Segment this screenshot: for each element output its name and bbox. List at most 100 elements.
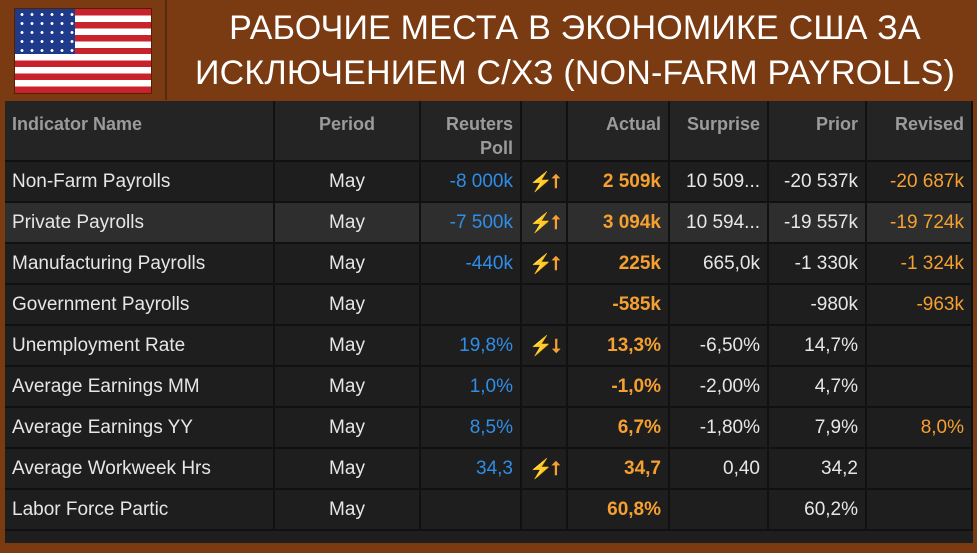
surprise-icon: ⚡⭡: [522, 162, 568, 203]
poll-header-line1: Reuters: [445, 114, 513, 134]
prior-cell: -19 557k: [769, 203, 867, 244]
revised-cell: -963k: [867, 285, 973, 326]
table-row[interactable]: Government Payrolls May -585k -980k -963k: [5, 285, 973, 326]
table-row[interactable]: Unemployment Rate May 19,8% ⚡⭣ 13,3% -6,50% 14…: [5, 326, 973, 367]
indicator-name: Manufacturing Payrolls: [5, 244, 275, 285]
poll-cell: 19,8%: [421, 326, 522, 367]
revised-cell: [867, 449, 973, 490]
prior-cell: 34,2: [769, 449, 867, 490]
table-row[interactable]: Average Workweek Hrs May 34,3 ⚡⭡ 34,7 0,40 34,…: [5, 449, 973, 490]
indicator-name: Average Workweek Hrs: [5, 449, 275, 490]
revised-cell: 8,0%: [867, 408, 973, 449]
col-surprise-header[interactable]: Surprise: [670, 101, 769, 162]
col-revised-header[interactable]: Revised: [867, 101, 973, 162]
page-title: РАБОЧИЕ МЕСТА В ЭКОНОМИКЕ США ЗА ИСКЛЮЧЕ…: [180, 6, 970, 96]
lightning-arrow-icon: ⚡⭡: [529, 171, 561, 193]
period-cell: May: [275, 244, 421, 285]
poll-cell: -8 000k: [421, 162, 522, 203]
prior-cell: -1 330k: [769, 244, 867, 285]
title-line-2: ИСКЛЮЧЕНИЕМ С/ХЗ (NON-FARM PAYROLLS): [194, 54, 956, 92]
table-row[interactable]: Average Earnings MM May 1,0% -1,0% -2,00% 4,7…: [5, 367, 973, 408]
actual-cell: -585k: [568, 285, 670, 326]
poll-cell: 1,0%: [421, 367, 522, 408]
poll-cell: [421, 285, 522, 326]
header-divider: [165, 0, 167, 100]
period-cell: May: [275, 367, 421, 408]
col-prior-header[interactable]: Prior: [769, 101, 867, 162]
surprise-cell: 0,40: [670, 449, 769, 490]
col-period-header[interactable]: Period: [275, 101, 421, 162]
surprise-cell: 10 509...: [670, 162, 769, 203]
col-poll-header[interactable]: Reuters Poll: [421, 101, 522, 162]
surprise-cell: -1,80%: [670, 408, 769, 449]
period-cell: May: [275, 203, 421, 244]
surprise-icon: ⚡⭡: [522, 449, 568, 490]
surprise-cell: 665,0k: [670, 244, 769, 285]
surprise-cell: -6,50%: [670, 326, 769, 367]
col-indicator-header[interactable]: Indicator Name: [5, 101, 275, 162]
flag-canton: [15, 9, 75, 54]
header: РАБОЧИЕ МЕСТА В ЭКОНОМИКЕ США ЗА ИСКЛЮЧЕ…: [0, 0, 977, 100]
indicator-name: Labor Force Partic: [5, 490, 275, 531]
indicator-name: Private Payrolls: [5, 203, 275, 244]
surprise-cell: [670, 490, 769, 531]
poll-cell: 8,5%: [421, 408, 522, 449]
actual-cell: 2 509k: [568, 162, 670, 203]
period-cell: May: [275, 285, 421, 326]
period-cell: May: [275, 408, 421, 449]
actual-cell: -1,0%: [568, 367, 670, 408]
prior-cell: -980k: [769, 285, 867, 326]
surprise-cell: -2,00%: [670, 367, 769, 408]
payrolls-table-panel: Indicator Name Period Reuters Poll Actual…: [5, 101, 973, 543]
poll-cell: 34,3: [421, 449, 522, 490]
surprise-icon: [522, 367, 568, 408]
revised-cell: -1 324k: [867, 244, 973, 285]
indicator-name: Non-Farm Payrolls: [5, 162, 275, 203]
surprise-icon: [522, 408, 568, 449]
prior-cell: 60,2%: [769, 490, 867, 531]
surprise-cell: [670, 285, 769, 326]
indicator-name: Average Earnings YY: [5, 408, 275, 449]
prior-cell: 14,7%: [769, 326, 867, 367]
table-header-row: Indicator Name Period Reuters Poll Actual…: [5, 101, 973, 162]
table-row[interactable]: Labor Force Partic May 60,8% 60,2%: [5, 490, 973, 531]
lightning-arrow-icon: ⚡⭣: [529, 335, 561, 357]
indicator-name: Unemployment Rate: [5, 326, 275, 367]
actual-cell: 34,7: [568, 449, 670, 490]
surprise-icon: ⚡⭣: [522, 326, 568, 367]
indicator-name: Average Earnings MM: [5, 367, 275, 408]
lightning-arrow-icon: ⚡⭡: [529, 458, 561, 480]
indicator-name: Government Payrolls: [5, 285, 275, 326]
revised-cell: -20 687k: [867, 162, 973, 203]
title-line-1: РАБОЧИЕ МЕСТА В ЭКОНОМИКЕ США ЗА: [229, 9, 921, 47]
col-actual-header[interactable]: Actual: [568, 101, 670, 162]
prior-cell: -20 537k: [769, 162, 867, 203]
table-row[interactable]: Non-Farm Payrolls May -8 000k ⚡⭡ 2 509k 10 50…: [5, 162, 973, 203]
actual-cell: 60,8%: [568, 490, 670, 531]
lightning-arrow-icon: ⚡⭡: [529, 212, 561, 234]
surprise-icon: ⚡⭡: [522, 244, 568, 285]
surprise-icon: [522, 285, 568, 326]
revised-cell: [867, 490, 973, 531]
table-row[interactable]: Private Payrolls May -7 500k ⚡⭡ 3 094k 10 594…: [5, 203, 973, 244]
period-cell: May: [275, 326, 421, 367]
poll-cell: -440k: [421, 244, 522, 285]
actual-cell: 3 094k: [568, 203, 670, 244]
revised-cell: -19 724k: [867, 203, 973, 244]
us-flag-icon: [14, 8, 152, 94]
col-icon-header: [522, 101, 568, 162]
surprise-icon: ⚡⭡: [522, 203, 568, 244]
surprise-icon: [522, 490, 568, 531]
revised-cell: [867, 367, 973, 408]
table-row[interactable]: Manufacturing Payrolls May -440k ⚡⭡ 225k 665,…: [5, 244, 973, 285]
table-row[interactable]: Average Earnings YY May 8,5% 6,7% -1,80% 7,9%…: [5, 408, 973, 449]
revised-cell: [867, 326, 973, 367]
period-cell: May: [275, 162, 421, 203]
actual-cell: 225k: [568, 244, 670, 285]
poll-cell: -7 500k: [421, 203, 522, 244]
actual-cell: 6,7%: [568, 408, 670, 449]
period-cell: May: [275, 449, 421, 490]
period-cell: May: [275, 490, 421, 531]
poll-header-line2: Poll: [479, 138, 513, 158]
prior-cell: 7,9%: [769, 408, 867, 449]
